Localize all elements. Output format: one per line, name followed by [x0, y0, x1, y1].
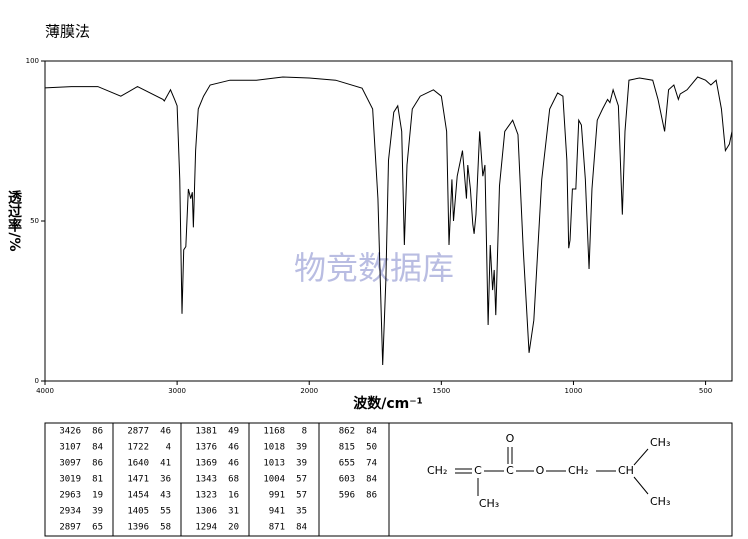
chart-title: 薄膜法: [45, 23, 90, 41]
spectrum-line: [44, 76, 733, 366]
peak-transmittance: 68: [228, 475, 239, 485]
y-tick-label: 50: [30, 217, 39, 225]
peak-transmittance: 84: [366, 427, 377, 437]
peak-wavenumber: 603: [339, 475, 355, 485]
peak-wavenumber: 1343: [195, 475, 217, 485]
atom: O: [506, 432, 515, 445]
y-tick-label: 100: [26, 57, 39, 65]
x-tick-label: 1500: [432, 387, 450, 395]
y-axis-label: 透过率/%: [6, 190, 22, 251]
peak-wavenumber: 941: [269, 507, 285, 517]
peak-transmittance: 84: [366, 475, 377, 485]
peak-wavenumber: 596: [339, 491, 355, 501]
peak-transmittance: 41: [160, 459, 171, 469]
peak-transmittance: 39: [296, 459, 307, 469]
atom: CH₃: [479, 497, 499, 510]
y-tick-label: 0: [35, 377, 39, 385]
peak-wavenumber: 1376: [195, 443, 217, 453]
peak-wavenumber: 3107: [59, 443, 81, 453]
peak-wavenumber: 1454: [127, 491, 149, 501]
peak-wavenumber: 655: [339, 459, 355, 469]
peak-transmittance: 81: [92, 475, 103, 485]
peak-transmittance: 39: [92, 507, 103, 517]
peak-transmittance: 35: [296, 507, 307, 517]
x-tick-label: 1000: [565, 387, 583, 395]
peak-wavenumber: 3426: [59, 427, 81, 437]
peak-transmittance: 36: [160, 475, 171, 485]
x-tick-label: 500: [699, 387, 712, 395]
peak-wavenumber: 1722: [127, 443, 149, 453]
peak-wavenumber: 871: [269, 523, 285, 533]
peak-wavenumber: 1013: [263, 459, 285, 469]
x-tick-label: 3000: [168, 387, 186, 395]
peak-transmittance: 65: [92, 523, 103, 533]
peak-transmittance: 84: [296, 523, 307, 533]
peak-wavenumber: 815: [339, 443, 355, 453]
x-axis-label: 波数/cm⁻¹: [353, 395, 423, 412]
peak-transmittance: 8: [302, 427, 307, 437]
peak-wavenumber: 1369: [195, 459, 217, 469]
peak-wavenumber: 1168: [263, 427, 285, 437]
peak-wavenumber: 1323: [195, 491, 217, 501]
peak-transmittance: 39: [296, 443, 307, 453]
x-tick-label: 4000: [36, 387, 54, 395]
peak-wavenumber: 1306: [195, 507, 217, 517]
bond: [633, 448, 649, 466]
peak-transmittance: 86: [92, 427, 103, 437]
peak-wavenumber: 1294: [195, 523, 217, 533]
peak-wavenumber: 1004: [263, 475, 285, 485]
peak-wavenumber: 3019: [59, 475, 81, 485]
peak-wavenumber: 2897: [59, 523, 81, 533]
peak-wavenumber: 1471: [127, 475, 149, 485]
peak-wavenumber: 2934: [59, 507, 81, 517]
atom: CH₃: [650, 436, 670, 449]
peak-transmittance: 57: [296, 491, 307, 501]
peak-wavenumber: 3097: [59, 459, 81, 469]
watermark: 物竞数据库: [294, 249, 454, 287]
peak-transmittance: 43: [160, 491, 171, 501]
atom: O: [536, 464, 545, 477]
structure: CH₂ C CH₃ C O O CH₂ CH CH₃ CH₃: [427, 432, 670, 510]
peak-wavenumber: 1405: [127, 507, 149, 517]
peak-transmittance: 20: [228, 523, 239, 533]
peak-transmittance: 19: [92, 491, 103, 501]
peak-transmittance: 46: [228, 443, 239, 453]
atom: C: [506, 464, 514, 477]
atom: C: [474, 464, 482, 477]
peak-transmittance: 55: [160, 507, 171, 517]
peak-wavenumber: 991: [269, 491, 285, 501]
peak-transmittance: 31: [228, 507, 239, 517]
peak-transmittance: 16: [228, 491, 239, 501]
table-dividers: [112, 423, 390, 536]
peak-transmittance: 57: [296, 475, 307, 485]
peak-transmittance: 86: [366, 491, 377, 501]
peak-transmittance: 50: [366, 443, 377, 453]
peak-transmittance: 46: [228, 459, 239, 469]
atom: CH₃: [650, 495, 670, 508]
atom: CH₂: [568, 464, 588, 477]
peak-wavenumber: 2877: [127, 427, 149, 437]
peak-transmittance: 46: [160, 427, 171, 437]
peak-transmittance: 86: [92, 459, 103, 469]
peak-wavenumber: 1396: [127, 523, 149, 533]
bond: [633, 476, 649, 495]
peak-wavenumber: 1640: [127, 459, 149, 469]
peak-wavenumber: 1018: [263, 443, 285, 453]
peak-transmittance: 4: [166, 443, 171, 453]
atom: CH₂: [427, 464, 447, 477]
peak-transmittance: 84: [92, 443, 103, 453]
peak-wavenumber: 1381: [195, 427, 217, 437]
peak-wavenumber: 862: [339, 427, 355, 437]
atom: CH: [618, 464, 634, 477]
peak-transmittance: 74: [366, 459, 377, 469]
peak-transmittance: 49: [228, 427, 239, 437]
peak-transmittance: 58: [160, 523, 171, 533]
x-tick-label: 2000: [300, 387, 318, 395]
plot-frame: [44, 60, 733, 382]
peak-wavenumber: 2963: [59, 491, 81, 501]
